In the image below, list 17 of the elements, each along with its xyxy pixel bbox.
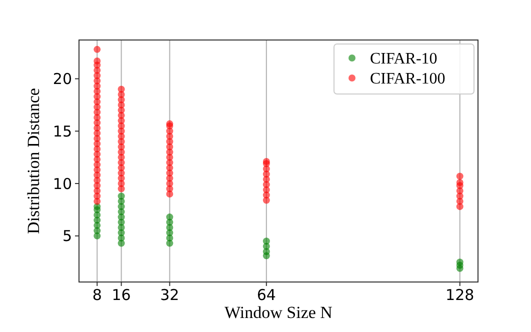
y-tick-label: 10 (52, 174, 72, 193)
y-tick-label: 5 (62, 227, 72, 246)
point (118, 192, 125, 200)
x-tick-label: 16 (112, 286, 131, 304)
x-axis-title: Window Size N (224, 303, 332, 322)
y-tick-label: 20 (52, 70, 72, 88)
legend-label: CIFAR-100 (370, 70, 446, 88)
point (456, 258, 464, 266)
x-tick-label: 32 (160, 286, 180, 304)
legend-label: CIFAR-10 (370, 50, 438, 68)
x-tick-label: 8 (92, 286, 102, 304)
y-tick-label: 15 (52, 122, 72, 140)
x-tick-label: 128 (446, 286, 474, 304)
point (166, 214, 174, 221)
x-tick-label: 64 (256, 286, 276, 304)
point (262, 238, 270, 245)
y-axis-title: Distribution Distance (24, 88, 43, 234)
